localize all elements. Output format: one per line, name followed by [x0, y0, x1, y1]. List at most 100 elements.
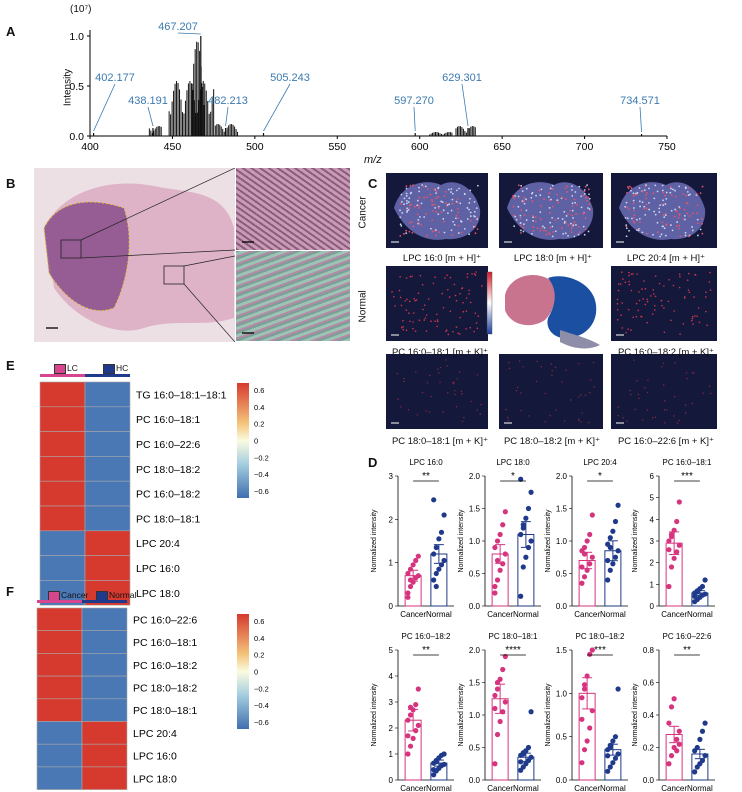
data-point: [500, 709, 506, 715]
ion-pixel: [653, 210, 656, 213]
data-point: [492, 705, 498, 712]
heatmap-cell: [39, 381, 86, 408]
ion-pixel: [407, 208, 410, 211]
ion-pixel: [697, 307, 700, 309]
data-point: [436, 566, 442, 572]
ion-pixel: [664, 203, 667, 205]
ion-pixel: [469, 220, 472, 222]
ion-pixel: [548, 211, 551, 214]
y-tick-label: 0.0: [469, 602, 481, 611]
ion-pixel: [469, 215, 472, 218]
ion-pixel: [683, 214, 686, 217]
ion-pixel: [561, 196, 564, 199]
ion-pixel: [438, 372, 440, 374]
ion-pixel: [531, 191, 534, 194]
data-point: [502, 509, 508, 515]
ion-pixel: [549, 414, 551, 417]
ion-pixel: [632, 192, 635, 195]
ion-pixel: [552, 231, 554, 233]
ion-pixel: [530, 196, 533, 199]
ion-pixel: [689, 193, 691, 196]
ion-pixel: [686, 279, 689, 281]
ion-pixel: [628, 271, 630, 274]
ion-pixel: [455, 326, 458, 328]
ion-pixel: [654, 213, 657, 216]
y-tick-label: 0.6: [643, 679, 655, 688]
heatmap-cell: [84, 406, 131, 432]
data-point: [502, 699, 508, 705]
ion-pixel: [662, 191, 665, 194]
ion-pixel: [440, 211, 443, 214]
ion-pixel: [474, 274, 477, 276]
ion-pixel: [654, 295, 657, 298]
colorbar-tick-label: 0: [254, 668, 258, 677]
ion-pixel: [645, 193, 647, 196]
ion-pixel: [664, 400, 666, 402]
ion-pixel: [455, 217, 457, 220]
significance-label: *: [511, 471, 515, 482]
ion-pixel: [538, 189, 541, 192]
ion-pixel: [645, 197, 648, 200]
data-point: [668, 753, 675, 759]
ion-pixel: [408, 197, 411, 200]
ion-pixel: [473, 200, 476, 203]
ion-pixel: [421, 283, 424, 286]
y-tick-label: 0.0: [69, 131, 84, 143]
ion-pixel: [646, 298, 648, 301]
ion-pixel: [571, 214, 574, 217]
ion-pixel: [557, 201, 560, 204]
y-tick-label: 1.0: [469, 537, 481, 546]
ion-pixel: [437, 196, 440, 198]
ion-pixel: [429, 193, 432, 196]
ion-pixel: [642, 298, 645, 300]
ion-pixel: [521, 200, 524, 203]
ion-pixel: [670, 319, 672, 322]
data-point: [523, 554, 529, 560]
ion-pixel: [447, 212, 449, 214]
ion-pixel: [664, 234, 667, 237]
y-axis-label: Normalized intensity: [371, 683, 378, 747]
data-point: [494, 577, 501, 583]
ion-pixel: [465, 297, 468, 299]
ion-pixel: [411, 220, 413, 223]
data-point: [433, 759, 439, 765]
data-point: [671, 527, 677, 533]
data-point: [612, 755, 619, 761]
ion-pixel: [593, 386, 595, 388]
peak-leader-line: [93, 83, 116, 132]
ion-pixel: [448, 203, 451, 206]
ion-pixel: [638, 217, 641, 220]
ion-pixel: [663, 227, 666, 230]
ion-pixel: [633, 359, 635, 361]
data-point: [528, 754, 534, 760]
ion-pixel: [627, 328, 629, 330]
ion-pixel: [424, 317, 427, 319]
ion-pixel: [399, 202, 402, 205]
ion-pixel: [520, 184, 523, 187]
ion-pixel: [645, 232, 648, 235]
ion-pixel: [563, 211, 566, 213]
ion-pixel: [466, 276, 469, 278]
ion-pixel: [416, 204, 419, 207]
ion-pixel: [582, 212, 585, 214]
ion-pixel: [399, 216, 402, 219]
ion-pixel: [539, 229, 542, 232]
legend-swatch-hc: [103, 364, 115, 374]
ion-pixel: [617, 283, 620, 285]
peak-label: 597.270: [394, 95, 434, 107]
ion-pixel: [551, 374, 553, 376]
ion-pixel: [619, 283, 622, 285]
data-point: [492, 590, 498, 596]
data-point: [668, 564, 675, 570]
data-point: [676, 741, 682, 747]
ion-pixel: [696, 222, 699, 225]
heatmap-cell: [84, 555, 131, 581]
data-point: [407, 712, 414, 718]
data-point: [676, 542, 682, 548]
data-point: [413, 702, 419, 708]
x-tick-label: 550: [329, 141, 347, 153]
ion-pixel: [669, 185, 672, 188]
ion-pixel: [417, 292, 420, 295]
group-bar-2: [85, 374, 130, 377]
ion-pixel: [663, 307, 665, 309]
